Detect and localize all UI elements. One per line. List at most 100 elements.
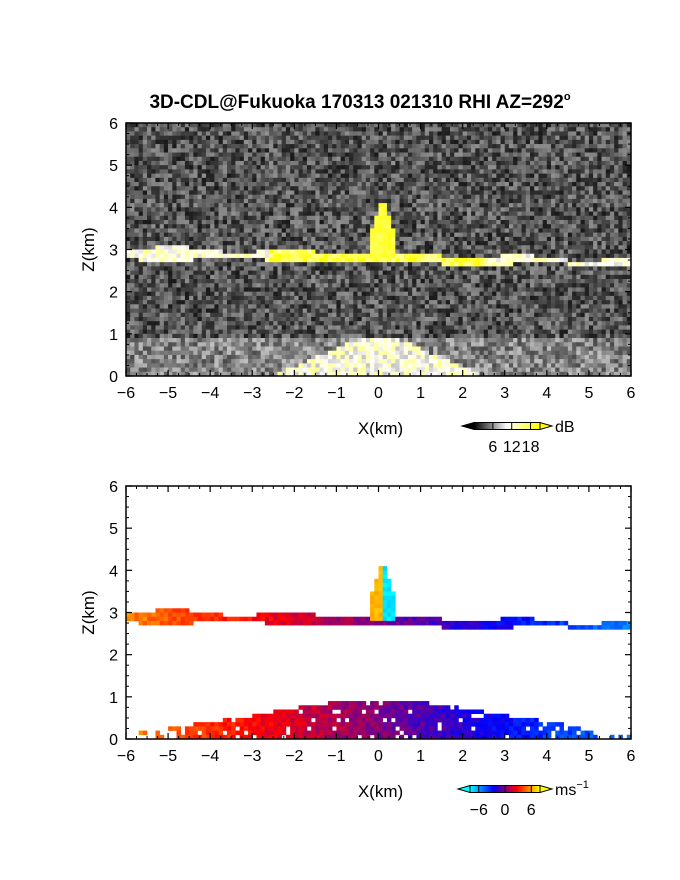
field-cell bbox=[546, 152, 552, 158]
field-cell bbox=[353, 160, 358, 166]
field-cell bbox=[319, 295, 325, 301]
field-cell bbox=[155, 228, 160, 233]
field-cell bbox=[201, 219, 207, 225]
field-cell bbox=[168, 123, 173, 128]
field-cell bbox=[151, 173, 156, 179]
field-cell bbox=[412, 156, 417, 162]
field-cell bbox=[218, 253, 224, 259]
field-cell bbox=[454, 211, 459, 217]
field-cell bbox=[525, 236, 531, 242]
field-cell bbox=[239, 203, 245, 208]
field-cell bbox=[248, 262, 253, 267]
field-cell bbox=[475, 165, 480, 170]
field-cell bbox=[559, 148, 564, 153]
field-cell bbox=[378, 274, 384, 280]
field-cell bbox=[622, 266, 628, 271]
field-cell bbox=[168, 274, 173, 280]
field-cell bbox=[319, 287, 325, 292]
field-cell bbox=[235, 131, 240, 136]
field-cell bbox=[172, 253, 177, 259]
field-cell bbox=[399, 295, 405, 301]
field-cell bbox=[222, 257, 228, 263]
field-cell bbox=[572, 245, 577, 250]
field-cell bbox=[542, 211, 548, 217]
field-cell bbox=[243, 253, 249, 259]
field-cell bbox=[416, 283, 421, 288]
field-cell bbox=[593, 249, 598, 255]
field-cell bbox=[538, 144, 543, 149]
field-cell bbox=[386, 148, 392, 153]
field-cell bbox=[466, 144, 472, 149]
field-cell bbox=[483, 287, 489, 292]
field-cell bbox=[475, 232, 480, 238]
field-cell bbox=[269, 291, 274, 297]
field-cell bbox=[172, 156, 177, 162]
field-cell bbox=[273, 228, 278, 233]
field-cell bbox=[201, 173, 207, 179]
field-cell bbox=[416, 182, 421, 187]
field-cell bbox=[555, 139, 560, 145]
field-cell bbox=[479, 160, 485, 166]
field-cell bbox=[416, 123, 421, 128]
field-cell bbox=[248, 198, 253, 204]
field-cell bbox=[487, 144, 493, 149]
field-cell bbox=[159, 257, 165, 263]
field-cell bbox=[609, 245, 615, 250]
field-cell bbox=[605, 182, 611, 187]
field-cell bbox=[189, 203, 194, 208]
field-cell bbox=[155, 262, 160, 267]
field-cell bbox=[534, 287, 539, 292]
field-cell bbox=[214, 190, 219, 195]
field-cell bbox=[382, 182, 388, 187]
field-cell bbox=[424, 253, 430, 259]
field-cell bbox=[277, 257, 283, 263]
field-cell bbox=[563, 173, 569, 179]
field-cell bbox=[269, 198, 274, 204]
field-cell bbox=[572, 190, 577, 195]
field-cell bbox=[281, 135, 287, 141]
field-cell bbox=[269, 283, 274, 288]
field-cell bbox=[134, 160, 139, 166]
field-cell bbox=[344, 152, 350, 158]
field-cell bbox=[597, 224, 602, 229]
field-cell bbox=[328, 245, 333, 250]
field-cell bbox=[332, 211, 337, 217]
field-cell bbox=[235, 232, 240, 238]
field-cell bbox=[273, 219, 278, 225]
field-cell bbox=[496, 241, 501, 246]
field-cell bbox=[197, 295, 203, 301]
field-cell bbox=[517, 144, 522, 149]
field-cell bbox=[252, 270, 257, 276]
field-cell bbox=[626, 135, 632, 141]
field-cell bbox=[513, 266, 518, 271]
field-cell bbox=[395, 283, 400, 288]
field-cell bbox=[609, 139, 615, 145]
field-cell bbox=[130, 203, 135, 208]
field-cell bbox=[370, 287, 375, 292]
field-cell bbox=[180, 165, 186, 170]
field-cell bbox=[298, 245, 304, 250]
field-cell bbox=[315, 177, 320, 183]
field-cell bbox=[416, 291, 421, 297]
field-cell bbox=[466, 262, 472, 267]
field-cell bbox=[239, 169, 245, 174]
field-cell bbox=[626, 169, 632, 174]
field-cell bbox=[517, 207, 522, 212]
field-cell bbox=[201, 279, 207, 284]
field-cell bbox=[382, 198, 388, 204]
field-cell bbox=[429, 287, 434, 292]
field-cell bbox=[370, 262, 375, 267]
field-cell bbox=[588, 173, 594, 179]
field-cell bbox=[403, 241, 409, 246]
field-cell bbox=[374, 262, 379, 267]
field-cell bbox=[454, 190, 459, 195]
field-cell bbox=[546, 203, 552, 208]
field-cell bbox=[184, 232, 190, 238]
field-cell bbox=[614, 144, 619, 149]
field-cell bbox=[294, 219, 299, 225]
field-cell bbox=[508, 291, 514, 297]
field-cell bbox=[534, 283, 539, 288]
field-cell bbox=[622, 232, 628, 238]
field-cell bbox=[134, 274, 139, 280]
field-cell bbox=[159, 287, 165, 292]
